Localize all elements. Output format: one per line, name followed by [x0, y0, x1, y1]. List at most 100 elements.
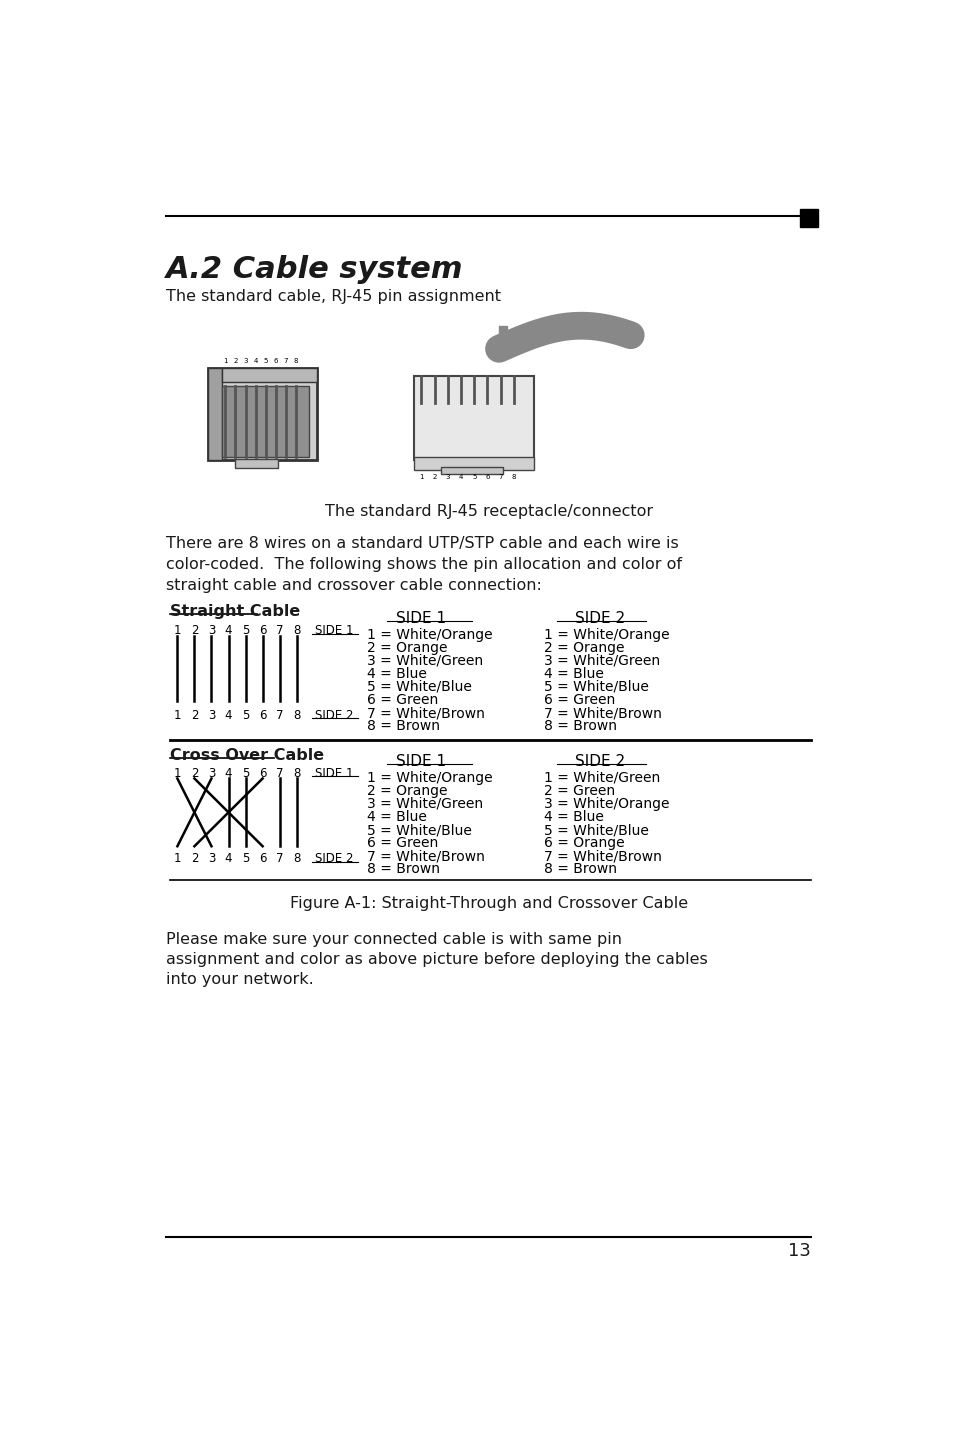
Text: 5: 5 [242, 853, 249, 866]
Text: 5 = White/Blue: 5 = White/Blue [543, 680, 648, 694]
Text: 6: 6 [258, 853, 266, 866]
Text: 1: 1 [173, 710, 181, 723]
Text: 3: 3 [208, 767, 215, 780]
Text: 5: 5 [242, 767, 249, 780]
Text: 4: 4 [225, 710, 232, 723]
Text: 1: 1 [173, 624, 181, 637]
Text: 3: 3 [208, 853, 215, 866]
Text: 3 = White/Green: 3 = White/Green [543, 654, 659, 668]
Text: 1 = White/Orange: 1 = White/Orange [543, 628, 669, 641]
Text: 8 = Brown: 8 = Brown [367, 720, 439, 733]
Text: Straight Cable: Straight Cable [170, 604, 299, 620]
Text: 3: 3 [243, 358, 248, 365]
Text: 7 = White/Brown: 7 = White/Brown [367, 850, 485, 863]
Text: 5 = White/Blue: 5 = White/Blue [543, 823, 648, 837]
Text: The standard RJ-45 receptacle/connector: The standard RJ-45 receptacle/connector [325, 504, 652, 519]
Text: 3 = White/Green: 3 = White/Green [367, 654, 483, 668]
Text: 1: 1 [173, 853, 181, 866]
Text: 4: 4 [225, 767, 232, 780]
Text: 5: 5 [472, 474, 476, 479]
Text: 1 = White/Orange: 1 = White/Orange [367, 771, 493, 784]
Text: 1 = White/Orange: 1 = White/Orange [367, 628, 493, 641]
Bar [222, 386, 309, 456]
Text: 4: 4 [253, 358, 257, 365]
Text: 7: 7 [275, 710, 283, 723]
Text: 3: 3 [208, 624, 215, 637]
Text: 6 = Green: 6 = Green [367, 836, 438, 850]
Text: 2: 2 [233, 358, 237, 365]
Text: 5: 5 [242, 710, 249, 723]
Bar [235, 459, 278, 468]
Text: 2: 2 [191, 710, 198, 723]
Text: 7: 7 [283, 358, 288, 365]
Text: 4 = Blue: 4 = Blue [367, 810, 427, 824]
Text: 8: 8 [293, 767, 300, 780]
Text: 2: 2 [191, 767, 198, 780]
Text: 3 = White/Green: 3 = White/Green [367, 797, 483, 811]
Text: assignment and color as above picture before deploying the cables: assignment and color as above picture be… [166, 952, 707, 967]
Text: 7 = White/Brown: 7 = White/Brown [543, 705, 661, 720]
Text: 4 = Blue: 4 = Blue [543, 667, 603, 681]
Text: 8: 8 [293, 710, 300, 723]
Text: SIDE 2: SIDE 2 [574, 611, 624, 625]
Text: 8 = Brown: 8 = Brown [367, 863, 439, 876]
Text: Figure A-1: Straight-Through and Crossover Cable: Figure A-1: Straight-Through and Crossov… [290, 896, 687, 910]
Text: 5: 5 [263, 358, 268, 365]
Text: 4: 4 [225, 853, 232, 866]
Text: 2 = Orange: 2 = Orange [367, 641, 447, 654]
Text: 8: 8 [293, 624, 300, 637]
Text: 6 = Green: 6 = Green [543, 693, 615, 707]
Text: 8 = Brown: 8 = Brown [543, 720, 617, 733]
Text: 13: 13 [787, 1242, 810, 1261]
Bar [208, 368, 222, 461]
Text: 1: 1 [173, 767, 181, 780]
Bar [440, 467, 502, 474]
Bar [414, 376, 534, 461]
Text: 7: 7 [275, 853, 283, 866]
Text: 2: 2 [191, 624, 198, 637]
Text: 2 = Green: 2 = Green [543, 784, 615, 798]
Text: 8 = Brown: 8 = Brown [543, 863, 617, 876]
Text: 2: 2 [432, 474, 436, 479]
Text: 3: 3 [445, 474, 450, 479]
Bar [414, 456, 534, 471]
Text: SIDE 2: SIDE 2 [574, 754, 624, 768]
Text: 7: 7 [275, 624, 283, 637]
Text: 6: 6 [258, 710, 266, 723]
Text: 3: 3 [208, 710, 215, 723]
Text: 6: 6 [274, 358, 277, 365]
Text: straight cable and crossover cable connection:: straight cable and crossover cable conne… [166, 578, 541, 592]
Text: 7 = White/Brown: 7 = White/Brown [367, 705, 485, 720]
Text: Please make sure your connected cable is with same pin: Please make sure your connected cable is… [166, 932, 621, 947]
Text: 2: 2 [191, 853, 198, 866]
Bar [222, 368, 316, 382]
Text: SIDE 1: SIDE 1 [396, 754, 446, 768]
Text: SIDE 2: SIDE 2 [314, 710, 353, 723]
Text: The standard cable, RJ-45 pin assignment: The standard cable, RJ-45 pin assignment [166, 289, 500, 303]
Text: 7 = White/Brown: 7 = White/Brown [543, 850, 661, 863]
Text: 6: 6 [258, 624, 266, 637]
Text: 5 = White/Blue: 5 = White/Blue [367, 823, 472, 837]
Text: 8: 8 [511, 474, 516, 479]
Text: 6: 6 [258, 767, 266, 780]
Text: SIDE 1: SIDE 1 [314, 624, 353, 637]
Text: 1: 1 [418, 474, 423, 479]
Text: There are 8 wires on a standard UTP/STP cable and each wire is: There are 8 wires on a standard UTP/STP … [166, 537, 678, 551]
Text: 1 = White/Green: 1 = White/Green [543, 771, 659, 784]
Text: Cross Over Cable: Cross Over Cable [170, 747, 323, 763]
Bar [799, 209, 818, 228]
Text: 7: 7 [497, 474, 502, 479]
Text: 8: 8 [293, 853, 300, 866]
Text: SIDE 2: SIDE 2 [314, 853, 353, 866]
Text: 5 = White/Blue: 5 = White/Blue [367, 680, 472, 694]
Text: 6 = Green: 6 = Green [367, 693, 438, 707]
Text: 3 = White/Orange: 3 = White/Orange [543, 797, 669, 811]
Text: 4: 4 [225, 624, 232, 637]
Text: SIDE 1: SIDE 1 [396, 611, 446, 625]
Text: 6 = Orange: 6 = Orange [543, 836, 624, 850]
Text: SIDE 1: SIDE 1 [314, 767, 353, 780]
Text: into your network.: into your network. [166, 972, 314, 987]
Bar [208, 368, 316, 461]
Text: 7: 7 [275, 767, 283, 780]
Text: 1: 1 [223, 358, 228, 365]
